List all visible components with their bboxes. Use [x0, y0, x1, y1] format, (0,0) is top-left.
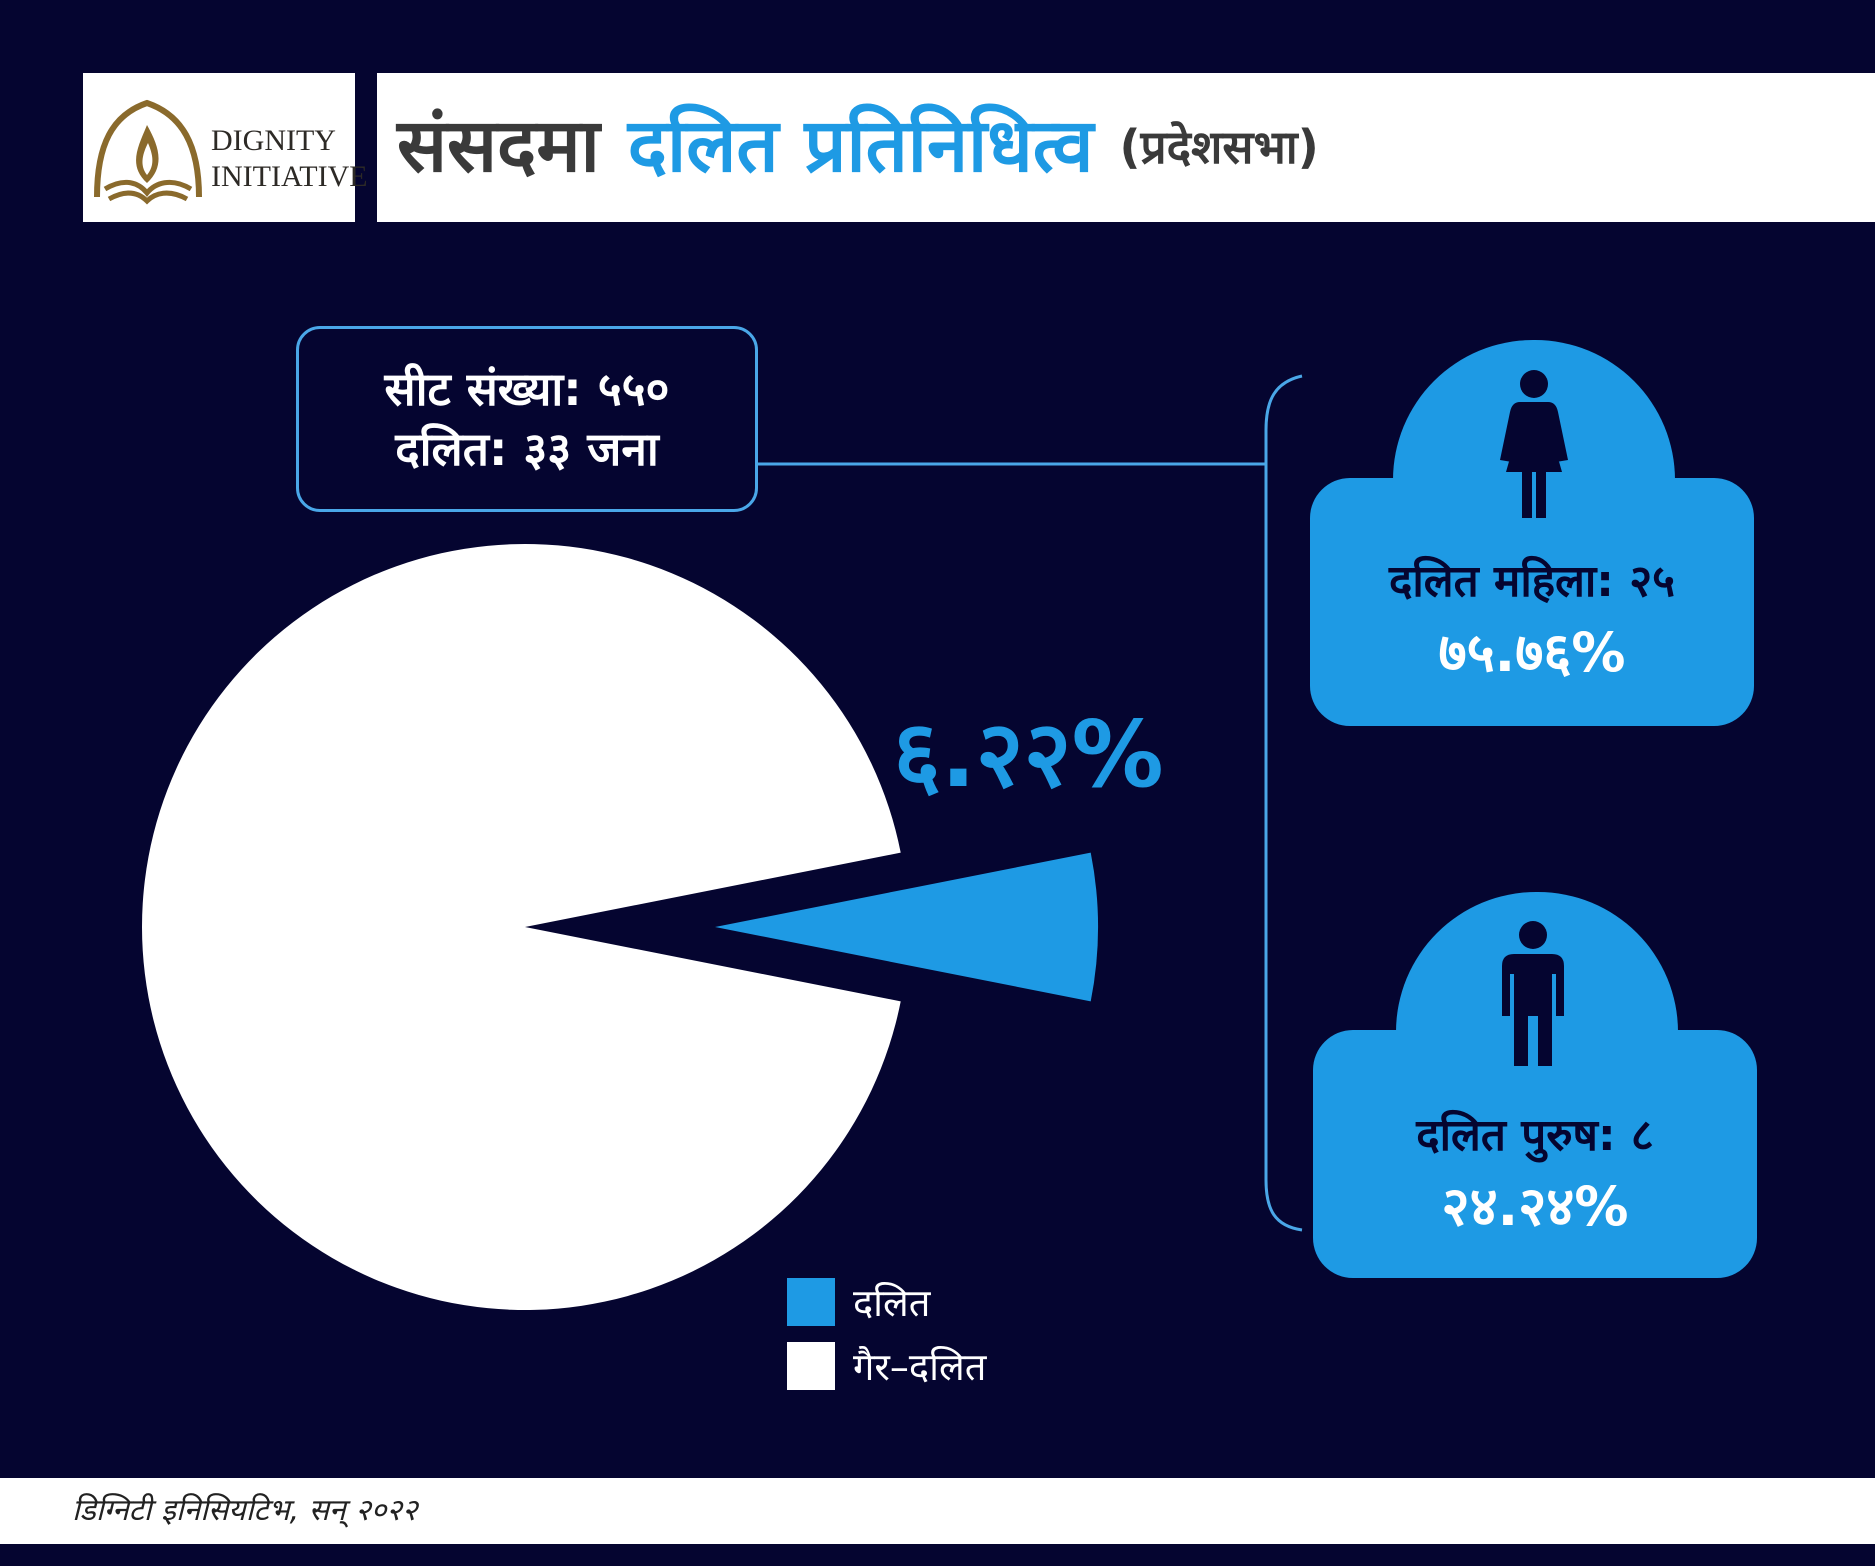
male-card: दलित पुरुष: ८ २४.२४% [1313, 1030, 1757, 1278]
footer-bar: डिग्निटी इनिसियटिभ, सन् २०२२ [0, 1478, 1875, 1544]
dalit-percentage-label: ६.२२% [893, 701, 1164, 808]
seat-count-text: सीट संख्या: ५५० [384, 362, 670, 416]
page-title: संसदमा दलित प्रतिनिधित्व (प्रदेशसभा) [397, 101, 1319, 192]
female-card: दलित महिला: २५ ७५.७६% [1310, 478, 1754, 726]
legend-label-dalit: दलित [853, 1281, 931, 1325]
dignity-emblem-icon [94, 99, 202, 205]
title-part-2: दलित प्रतिनिधित्व [627, 103, 1094, 189]
title-banner: संसदमा दलित प्रतिनिधित्व (प्रदेशसभा) [377, 73, 1875, 222]
logo-line-1: DIGNITY [211, 124, 336, 157]
female-label: दलित महिला: २५ [1389, 556, 1675, 607]
seat-info-box: सीट संख्या: ५५० दलित: ३३ जना [296, 326, 758, 512]
title-part-3: (प्रदेशसभा) [1119, 120, 1319, 174]
title-part-1: संसदमा [397, 103, 600, 189]
source-credit: डिग्निटी इनिसियटिभ, सन् २०२२ [72, 1493, 418, 1528]
pie-slice-dalit [715, 852, 1098, 1002]
legend-swatch-non-dalit [787, 1342, 835, 1390]
dalit-count-text: दलित: ३३ जना [395, 422, 659, 476]
legend-swatch-dalit [787, 1278, 835, 1326]
pie-slice-non-dalit [141, 544, 901, 1310]
bracket [1264, 374, 1303, 1232]
logo-line-2: INITIATIVE [211, 160, 368, 193]
male-label: दलित पुरुष: ८ [1416, 1110, 1654, 1161]
logo: DIGNITY INITIATIVE [83, 73, 368, 222]
female-percent: ७५.७६% [1438, 621, 1626, 684]
legend-label-non-dalit: गैर–दलित [853, 1345, 987, 1389]
male-percent: २४.२४% [1441, 1175, 1629, 1238]
man-icon [1502, 921, 1564, 1066]
woman-icon [1500, 370, 1568, 518]
